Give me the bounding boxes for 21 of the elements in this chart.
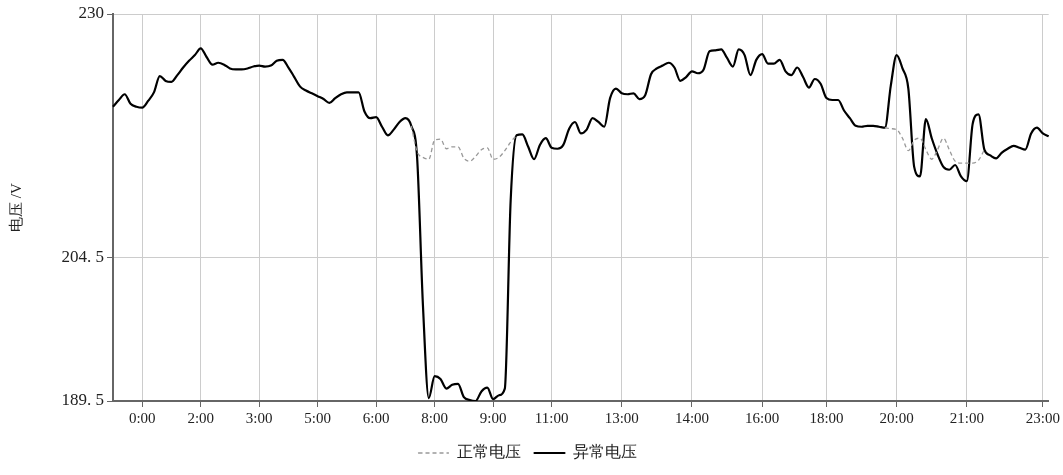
y-tick-label: 230 [78,3,104,23]
x-tick-label: 11:00 [534,409,569,426]
x-tick-label: 18:00 [809,409,844,426]
y-axis-title: 电压 /V [7,182,24,232]
x-tick-label: 21:00 [949,409,984,426]
x-tick-label: 14:00 [674,409,710,426]
y-tick-label: 189. 5 [61,390,104,410]
legend-label: 异常电压 [572,443,637,461]
x-tick-label: 9:00 [479,409,507,426]
x-tick-label: 3:00 [245,409,273,426]
x-tick-label: 5:00 [304,409,332,426]
x-tick-label: 20:00 [879,409,914,426]
x-tick-label: 2:00 [187,409,215,426]
x-tick-label: 6:00 [362,409,390,426]
y-tick-label: 204. 5 [61,247,104,267]
x-tick-label: 16:00 [745,409,780,426]
x-tick-label: 23:00 [1025,409,1060,426]
legend-label: 正常电压 [456,443,521,461]
x-tick-label: 13:00 [604,409,639,426]
x-tick-label: 0:00 [128,409,156,426]
x-tick-label: 8:00 [421,409,448,426]
